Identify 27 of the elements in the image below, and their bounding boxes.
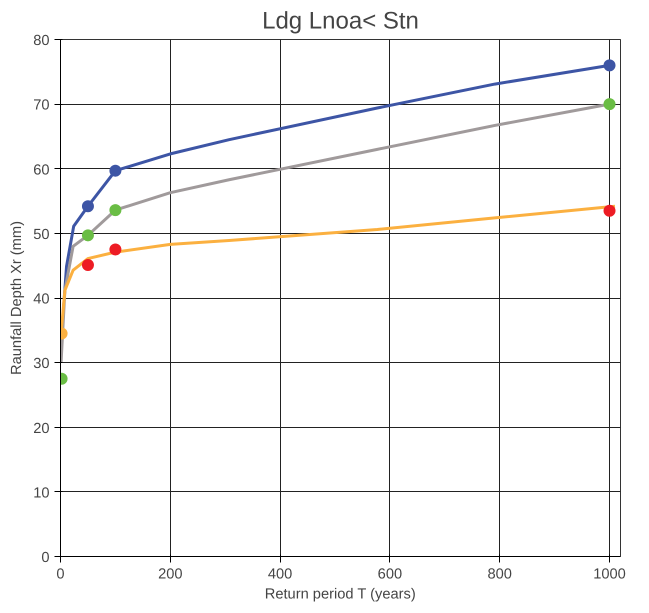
point	[82, 259, 94, 272]
y-tick-label: 40	[33, 292, 50, 308]
point	[604, 59, 616, 72]
point	[82, 229, 94, 242]
y-tick-label: 30	[33, 356, 50, 372]
x-tick-label: 0	[56, 566, 65, 582]
y-tick-label: 10	[33, 485, 50, 502]
y-axis-title: Raunfall Depth Xr (mm)	[9, 221, 26, 375]
y-tick-label: 50	[33, 226, 50, 243]
point	[109, 244, 122, 256]
x-tick-label: 1000	[593, 566, 626, 582]
y-tick-label: 0	[41, 550, 50, 566]
point	[109, 204, 122, 216]
point	[109, 164, 122, 177]
x-tick-label: 800	[487, 566, 512, 582]
point	[604, 204, 616, 217]
x-axis-title: Return period T (years)	[264, 586, 416, 602]
x-tick-label: 200	[158, 566, 183, 582]
y-tick-label: 80	[33, 33, 50, 49]
y-tick-label: 60	[33, 162, 50, 178]
y-tick-label: 20	[33, 420, 50, 437]
y-tick-label: 70	[33, 98, 50, 114]
x-tick-label: 600	[378, 566, 402, 582]
chart-title: Ldg Lnoa< Stn	[262, 8, 419, 34]
point	[82, 200, 94, 212]
point	[604, 98, 616, 110]
x-tick-label: 400	[268, 566, 292, 582]
